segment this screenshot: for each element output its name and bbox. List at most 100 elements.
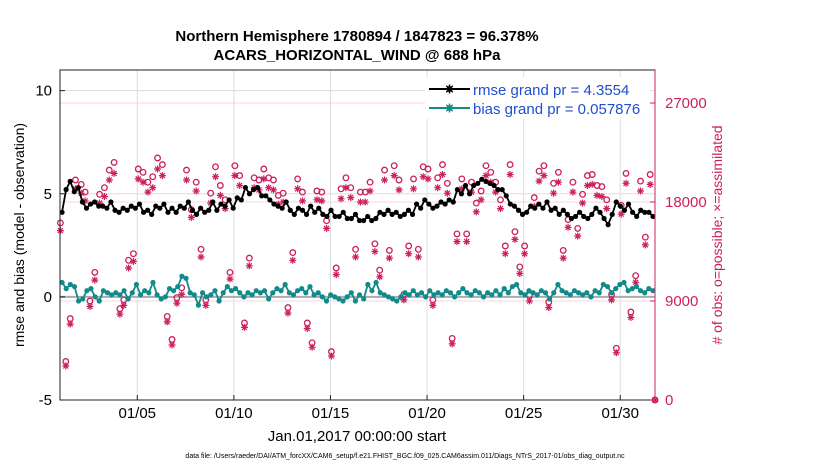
obs-assimilated-point — [66, 320, 74, 328]
obs-possible-point — [352, 245, 360, 253]
obs-assimilated-point — [187, 213, 195, 221]
obs-assimilated-point — [240, 323, 248, 331]
rmse-point — [104, 205, 110, 211]
bias-point — [373, 279, 379, 286]
rmse-point — [418, 205, 424, 211]
obs-assimilated-point — [197, 253, 205, 261]
obs-assimilated-point — [279, 198, 287, 206]
bias-point — [199, 290, 206, 296]
rmse-point — [267, 197, 273, 203]
obs-assimilated-point — [525, 297, 533, 305]
obs-possible-point — [72, 176, 79, 184]
rmse-point — [71, 189, 77, 195]
obs-assimilated-point — [612, 349, 620, 357]
rmse-point — [491, 182, 497, 189]
rmse-point — [67, 178, 73, 184]
y-left-tick-label: 5 — [44, 186, 52, 203]
bias-point — [476, 290, 482, 296]
bias-point — [435, 290, 441, 296]
bias-point — [356, 292, 363, 298]
bias-point — [567, 292, 573, 298]
obs-assimilated-point — [545, 304, 553, 312]
rmse-point — [385, 207, 391, 213]
obs-possible-point — [530, 194, 538, 202]
bias-point — [261, 288, 268, 294]
rmse-point — [413, 201, 420, 207]
bias-point — [162, 294, 168, 300]
y-left-tick-label: 0 — [44, 289, 52, 306]
obs-possible-point — [279, 189, 287, 197]
y-axis-left: -5 0 5 10 — [35, 83, 65, 409]
obs-assimilated-point — [641, 241, 649, 249]
obs-possible-point — [632, 272, 640, 280]
bias-point — [443, 288, 449, 294]
obs-assimilated-point — [381, 176, 389, 184]
rmse-point — [381, 211, 387, 217]
bias-point — [212, 288, 218, 294]
rmse-point — [426, 201, 432, 207]
obs-possible-point — [197, 245, 205, 253]
bias-point — [385, 294, 392, 300]
bias-point — [513, 281, 520, 288]
bias-point — [452, 294, 458, 300]
bias-point — [237, 290, 243, 296]
x-tick-label: 01/30 — [601, 405, 639, 422]
rmse-point — [638, 207, 644, 213]
obs-possible-point — [434, 174, 442, 182]
obs-assimilated-point — [410, 185, 418, 193]
rmse-point — [361, 217, 367, 224]
bias-point — [394, 298, 400, 304]
obs-assimilated-point — [395, 186, 403, 194]
bias-point — [485, 290, 491, 296]
bias-point — [509, 283, 516, 290]
obs-assimilated-point — [583, 182, 591, 189]
rmse-point — [79, 199, 86, 205]
obs-possible-point — [154, 154, 162, 162]
bias-series — [59, 273, 656, 308]
bias-point — [274, 286, 280, 292]
bias-point — [266, 296, 272, 302]
bias-point — [315, 290, 321, 296]
obs-assimilated-point — [646, 180, 654, 188]
rmse-point — [344, 215, 350, 222]
bias-point — [538, 288, 544, 294]
rmse-point — [524, 209, 530, 215]
obs-assimilated-point — [289, 256, 297, 264]
bias-point — [332, 294, 338, 300]
bias-point — [592, 288, 598, 294]
bias-point — [406, 292, 412, 298]
rmse-point — [161, 201, 167, 207]
rmse-point — [255, 184, 261, 191]
obs-assimilated-point — [569, 188, 577, 196]
rmse-point — [597, 209, 603, 215]
obs-assimilated-point — [637, 187, 645, 195]
rmse-point — [287, 207, 293, 213]
rmse-point — [145, 207, 151, 213]
rmse-point — [320, 211, 326, 217]
rmse-point — [479, 176, 485, 182]
bias-point — [418, 290, 425, 296]
rmse-point — [128, 203, 134, 209]
y-left-tick-label: -5 — [39, 392, 52, 409]
obs-possible-point — [458, 175, 466, 183]
bias-point — [447, 290, 454, 296]
bias-point — [187, 290, 193, 296]
obs-assimilated-point — [376, 273, 384, 281]
bias-point — [604, 283, 611, 290]
rmse-point — [332, 213, 338, 220]
rmse-point — [560, 207, 566, 213]
x-tick-label: 01/05 — [118, 405, 156, 422]
obs-assimilated-point — [371, 248, 379, 255]
obs-possible-point — [579, 190, 587, 198]
bias-point — [96, 298, 102, 304]
rmse-point — [609, 211, 615, 217]
obs-possible-point — [134, 165, 142, 173]
obs-assimilated-point — [144, 188, 152, 196]
obs-assimilated-point — [622, 179, 630, 187]
rmse-point — [340, 209, 346, 215]
bias-point — [559, 288, 565, 294]
obs-assimilated-point — [424, 175, 432, 183]
rmse-point — [271, 201, 277, 207]
rmse-point — [577, 209, 583, 215]
bias-point — [109, 292, 115, 298]
